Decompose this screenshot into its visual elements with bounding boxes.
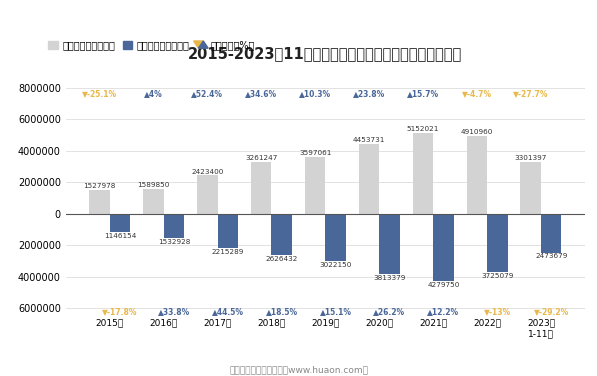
Text: 2626432: 2626432	[266, 256, 298, 262]
Bar	[325, 214, 346, 261]
Bar	[521, 162, 541, 214]
Text: 4453731: 4453731	[353, 136, 385, 143]
Text: 1532928: 1532928	[158, 239, 190, 245]
Text: ▼-4.7%: ▼-4.7%	[461, 89, 492, 99]
Text: 3725079: 3725079	[481, 273, 513, 279]
Text: ▲26.2%: ▲26.2%	[374, 307, 405, 316]
Text: ▲10.3%: ▲10.3%	[299, 89, 331, 99]
Text: 5152021: 5152021	[407, 126, 439, 132]
Bar	[467, 136, 487, 214]
Bar	[164, 214, 184, 238]
Text: 4279750: 4279750	[427, 282, 460, 288]
Text: ▲18.5%: ▲18.5%	[266, 307, 298, 316]
Text: ▼-17.8%: ▼-17.8%	[102, 307, 138, 316]
Bar	[251, 162, 272, 214]
Text: 4910960: 4910960	[461, 129, 493, 135]
Text: 3813379: 3813379	[373, 274, 406, 280]
Text: ▲52.4%: ▲52.4%	[191, 89, 223, 99]
Text: 2215289: 2215289	[211, 249, 244, 255]
Text: ▼-29.2%: ▼-29.2%	[534, 307, 569, 316]
Text: ▼-27.7%: ▼-27.7%	[513, 89, 549, 99]
Text: 2423400: 2423400	[191, 168, 223, 174]
Title: 2015-2023年11月四川省外商投资企业进、出口额统计图: 2015-2023年11月四川省外商投资企业进、出口额统计图	[188, 47, 463, 62]
Text: ▲12.2%: ▲12.2%	[427, 307, 460, 316]
Bar	[359, 144, 379, 214]
Text: 2473679: 2473679	[535, 253, 567, 259]
Bar	[433, 214, 454, 281]
Text: 1589850: 1589850	[137, 182, 170, 188]
Text: ▼-25.1%: ▼-25.1%	[82, 89, 117, 99]
Text: ▲44.5%: ▲44.5%	[212, 307, 244, 316]
Bar	[541, 214, 561, 253]
Bar	[90, 190, 110, 214]
Bar	[413, 133, 433, 214]
Text: 1527978: 1527978	[84, 183, 116, 189]
Legend: 出口总额（万美元）, 进口总额（万美元）, 同比增速（%）: 出口总额（万美元）, 进口总额（万美元）, 同比增速（%）	[45, 37, 259, 55]
Text: 1146154: 1146154	[104, 233, 136, 239]
Text: ▲15.7%: ▲15.7%	[407, 89, 439, 99]
Text: 3597061: 3597061	[299, 150, 331, 156]
Text: 3261247: 3261247	[245, 155, 278, 161]
Bar	[272, 214, 292, 255]
Text: ▲4%: ▲4%	[144, 89, 163, 99]
Text: ▲23.8%: ▲23.8%	[353, 89, 385, 99]
Text: ▼-13%: ▼-13%	[484, 307, 511, 316]
Bar	[143, 189, 164, 214]
Text: ▲15.1%: ▲15.1%	[319, 307, 352, 316]
Bar	[197, 176, 217, 214]
Text: ▲33.8%: ▲33.8%	[158, 307, 190, 316]
Bar	[217, 214, 238, 249]
Text: ▲34.6%: ▲34.6%	[245, 89, 277, 99]
Text: 3301397: 3301397	[515, 155, 547, 161]
Text: 制图：华经产业研究院（www.huaon.com）: 制图：华经产业研究院（www.huaon.com）	[229, 365, 368, 374]
Text: 3022150: 3022150	[319, 262, 352, 268]
Bar	[305, 157, 325, 214]
Bar	[110, 214, 130, 232]
Bar	[487, 214, 507, 272]
Bar	[379, 214, 400, 274]
